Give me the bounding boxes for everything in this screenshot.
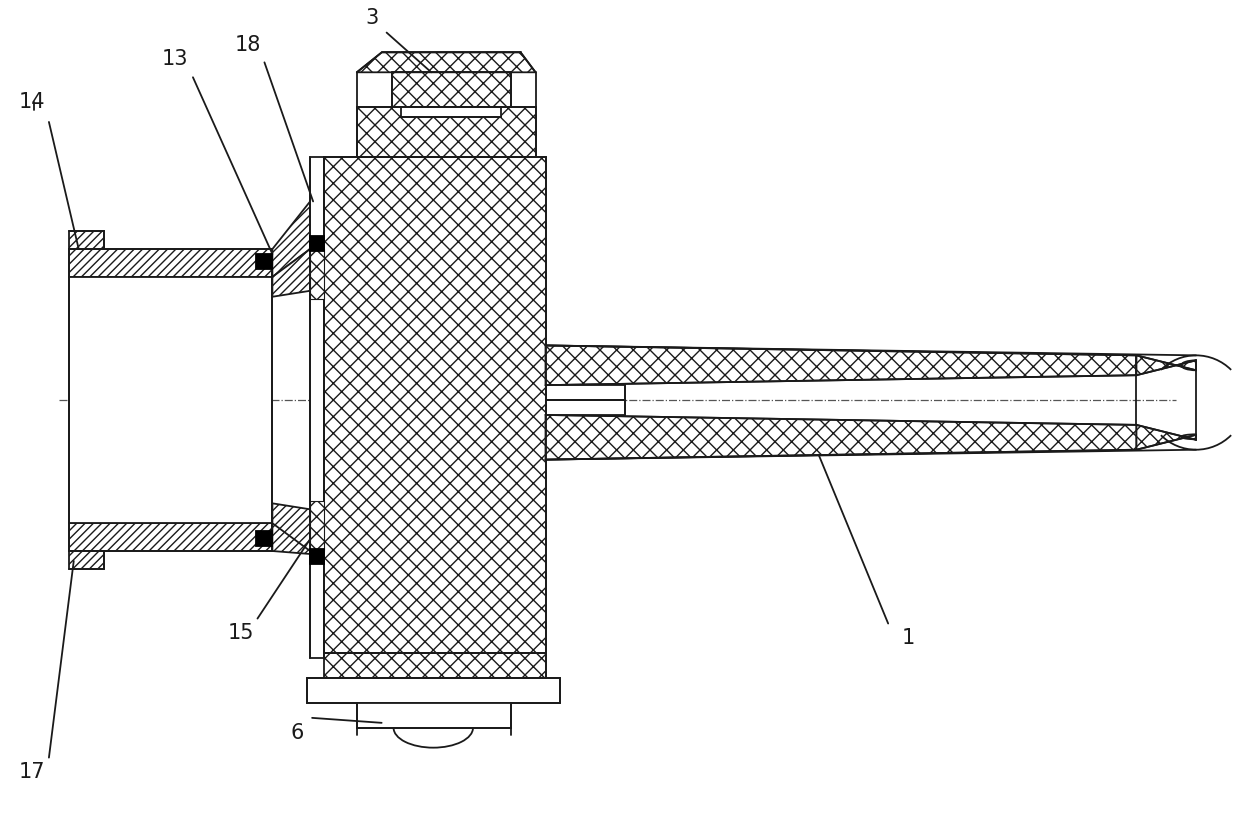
Polygon shape (257, 531, 273, 546)
Polygon shape (310, 501, 324, 551)
Polygon shape (357, 52, 536, 73)
Polygon shape (546, 385, 625, 400)
Text: 1: 1 (901, 628, 915, 649)
Text: 6: 6 (290, 723, 304, 742)
Polygon shape (392, 73, 511, 107)
Text: 18: 18 (234, 36, 260, 55)
Polygon shape (310, 249, 324, 299)
Polygon shape (357, 703, 511, 728)
Polygon shape (402, 107, 501, 117)
Polygon shape (68, 231, 104, 249)
Polygon shape (546, 400, 625, 415)
Polygon shape (310, 236, 324, 251)
Polygon shape (357, 107, 536, 156)
Text: 3: 3 (365, 7, 378, 28)
Text: 13: 13 (161, 50, 188, 69)
Text: 14: 14 (19, 92, 46, 112)
Polygon shape (273, 504, 310, 551)
Polygon shape (310, 549, 324, 564)
Text: 17: 17 (19, 763, 46, 782)
Polygon shape (273, 509, 310, 554)
Polygon shape (308, 678, 560, 703)
Polygon shape (273, 249, 310, 297)
Polygon shape (324, 156, 546, 654)
Text: 15: 15 (227, 623, 254, 644)
Polygon shape (1136, 355, 1197, 375)
Polygon shape (310, 156, 324, 659)
Polygon shape (68, 523, 273, 551)
Polygon shape (546, 346, 1136, 385)
Polygon shape (68, 551, 104, 569)
Polygon shape (68, 277, 273, 523)
Polygon shape (273, 201, 310, 277)
Polygon shape (546, 415, 1136, 460)
Polygon shape (324, 654, 546, 678)
Polygon shape (257, 254, 273, 269)
Polygon shape (1136, 425, 1197, 450)
Polygon shape (68, 249, 273, 277)
